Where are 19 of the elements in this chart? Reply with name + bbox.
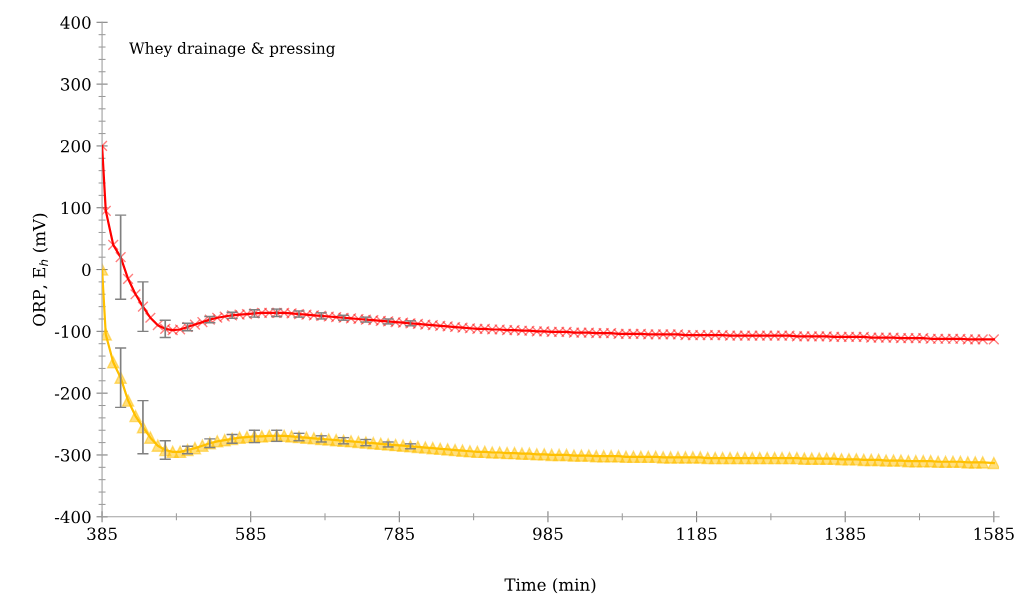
y-tick-label: 400 [60, 16, 91, 29]
x-tick-label: 1585 [974, 527, 1014, 541]
y-tick-label: -100 [54, 325, 91, 338]
x-tick-label: 585 [236, 527, 266, 541]
x-tick-label: 1185 [677, 527, 717, 541]
x-tick-label: 1385 [826, 527, 866, 541]
y-tick-label: 0 [82, 263, 91, 277]
y-tick-label: -200 [54, 387, 91, 400]
x-tick-label: 985 [533, 527, 563, 541]
y-tick-label: -300 [54, 448, 91, 462]
x-axis-title: Time (min) [504, 578, 596, 594]
y-tick-label: 300 [61, 78, 91, 91]
y-tick-label: -400 [54, 510, 91, 524]
y-tick-label: 200 [60, 139, 91, 153]
x-tick-label: 785 [384, 527, 414, 541]
annotation: Whey drainage & pressing [129, 42, 336, 58]
x-tick-label: 385 [87, 527, 117, 541]
y-axis-title: ORP, E$_{h}$ (mV) [32, 213, 48, 326]
y-tick-label: 100 [61, 201, 91, 215]
